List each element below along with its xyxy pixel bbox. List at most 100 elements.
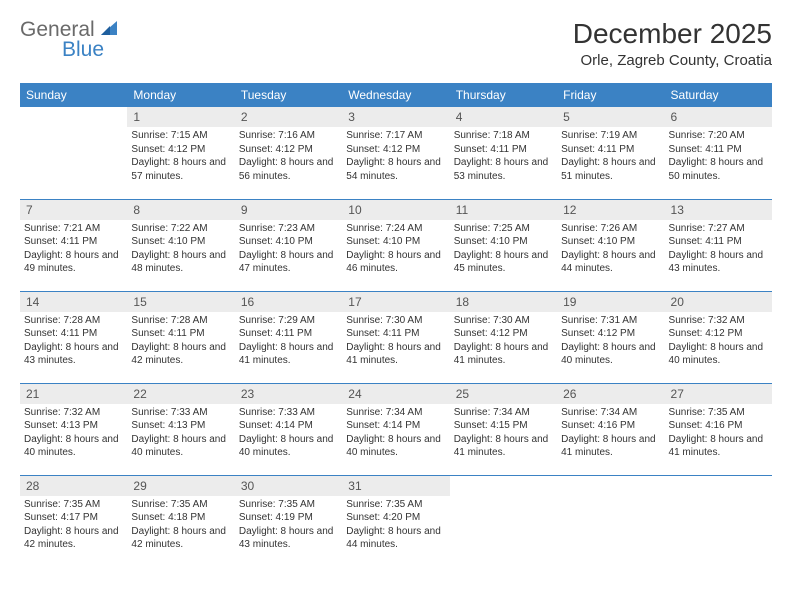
day-header: Saturday xyxy=(665,83,772,107)
day-details: Sunrise: 7:22 AM Sunset: 4:10 PM Dayligh… xyxy=(131,222,230,276)
calendar-cell: 22Sunrise: 7:33 AM Sunset: 4:13 PM Dayli… xyxy=(127,383,234,475)
day-header-row: Sunday Monday Tuesday Wednesday Thursday… xyxy=(20,83,772,107)
day-number: 2 xyxy=(235,107,342,127)
header-bar: General Blue December 2025 Orle, Zagreb … xyxy=(20,18,772,69)
calendar-cell: 4Sunrise: 7:18 AM Sunset: 4:11 PM Daylig… xyxy=(450,107,557,199)
day-details: Sunrise: 7:23 AM Sunset: 4:10 PM Dayligh… xyxy=(239,222,338,276)
day-details: Sunrise: 7:34 AM Sunset: 4:16 PM Dayligh… xyxy=(561,406,660,460)
day-details: Sunrise: 7:35 AM Sunset: 4:17 PM Dayligh… xyxy=(24,498,123,552)
logo: General Blue xyxy=(20,18,119,62)
day-number: 7 xyxy=(20,200,127,220)
calendar-cell: 10Sunrise: 7:24 AM Sunset: 4:10 PM Dayli… xyxy=(342,199,449,291)
calendar-cell: 19Sunrise: 7:31 AM Sunset: 4:12 PM Dayli… xyxy=(557,291,664,383)
calendar-cell: 26Sunrise: 7:34 AM Sunset: 4:16 PM Dayli… xyxy=(557,383,664,475)
day-number: 6 xyxy=(665,107,772,127)
day-details: Sunrise: 7:35 AM Sunset: 4:19 PM Dayligh… xyxy=(239,498,338,552)
day-details: Sunrise: 7:17 AM Sunset: 4:12 PM Dayligh… xyxy=(346,129,445,183)
calendar-row: 1Sunrise: 7:15 AM Sunset: 4:12 PM Daylig… xyxy=(20,107,772,199)
day-header: Tuesday xyxy=(235,83,342,107)
day-number: 9 xyxy=(235,200,342,220)
month-title: December 2025 xyxy=(573,18,772,50)
day-details: Sunrise: 7:34 AM Sunset: 4:15 PM Dayligh… xyxy=(454,406,553,460)
day-number: 31 xyxy=(342,476,449,496)
day-details: Sunrise: 7:30 AM Sunset: 4:12 PM Dayligh… xyxy=(454,314,553,368)
calendar-cell: 9Sunrise: 7:23 AM Sunset: 4:10 PM Daylig… xyxy=(235,199,342,291)
calendar-row: 21Sunrise: 7:32 AM Sunset: 4:13 PM Dayli… xyxy=(20,383,772,475)
day-header: Wednesday xyxy=(342,83,449,107)
calendar-cell: 29Sunrise: 7:35 AM Sunset: 4:18 PM Dayli… xyxy=(127,475,234,567)
day-number: 21 xyxy=(20,384,127,404)
calendar-row: 7Sunrise: 7:21 AM Sunset: 4:11 PM Daylig… xyxy=(20,199,772,291)
day-details: Sunrise: 7:28 AM Sunset: 4:11 PM Dayligh… xyxy=(131,314,230,368)
day-number: 17 xyxy=(342,292,449,312)
day-number: 30 xyxy=(235,476,342,496)
logo-word2: Blue xyxy=(62,38,119,62)
day-details: Sunrise: 7:33 AM Sunset: 4:13 PM Dayligh… xyxy=(131,406,230,460)
calendar-cell: 1Sunrise: 7:15 AM Sunset: 4:12 PM Daylig… xyxy=(127,107,234,199)
calendar-cell: 28Sunrise: 7:35 AM Sunset: 4:17 PM Dayli… xyxy=(20,475,127,567)
calendar-cell: 30Sunrise: 7:35 AM Sunset: 4:19 PM Dayli… xyxy=(235,475,342,567)
day-details: Sunrise: 7:26 AM Sunset: 4:10 PM Dayligh… xyxy=(561,222,660,276)
day-number: 1 xyxy=(127,107,234,127)
day-header: Friday xyxy=(557,83,664,107)
day-details: Sunrise: 7:35 AM Sunset: 4:18 PM Dayligh… xyxy=(131,498,230,552)
calendar-cell xyxy=(557,475,664,567)
day-details: Sunrise: 7:19 AM Sunset: 4:11 PM Dayligh… xyxy=(561,129,660,183)
day-details: Sunrise: 7:24 AM Sunset: 4:10 PM Dayligh… xyxy=(346,222,445,276)
calendar-cell: 21Sunrise: 7:32 AM Sunset: 4:13 PM Dayli… xyxy=(20,383,127,475)
day-number: 25 xyxy=(450,384,557,404)
day-header: Sunday xyxy=(20,83,127,107)
day-details: Sunrise: 7:15 AM Sunset: 4:12 PM Dayligh… xyxy=(131,129,230,183)
day-number: 22 xyxy=(127,384,234,404)
calendar-table: Sunday Monday Tuesday Wednesday Thursday… xyxy=(20,83,772,567)
calendar-cell: 12Sunrise: 7:26 AM Sunset: 4:10 PM Dayli… xyxy=(557,199,664,291)
day-details: Sunrise: 7:18 AM Sunset: 4:11 PM Dayligh… xyxy=(454,129,553,183)
day-details: Sunrise: 7:35 AM Sunset: 4:20 PM Dayligh… xyxy=(346,498,445,552)
day-number: 10 xyxy=(342,200,449,220)
day-number: 29 xyxy=(127,476,234,496)
day-details: Sunrise: 7:16 AM Sunset: 4:12 PM Dayligh… xyxy=(239,129,338,183)
calendar-cell xyxy=(665,475,772,567)
calendar-row: 28Sunrise: 7:35 AM Sunset: 4:17 PM Dayli… xyxy=(20,475,772,567)
day-number: 27 xyxy=(665,384,772,404)
calendar-row: 14Sunrise: 7:28 AM Sunset: 4:11 PM Dayli… xyxy=(20,291,772,383)
calendar-cell xyxy=(20,107,127,199)
day-details: Sunrise: 7:32 AM Sunset: 4:12 PM Dayligh… xyxy=(669,314,768,368)
calendar-cell: 24Sunrise: 7:34 AM Sunset: 4:14 PM Dayli… xyxy=(342,383,449,475)
calendar-cell: 20Sunrise: 7:32 AM Sunset: 4:12 PM Dayli… xyxy=(665,291,772,383)
day-number: 3 xyxy=(342,107,449,127)
calendar-cell xyxy=(450,475,557,567)
calendar-cell: 18Sunrise: 7:30 AM Sunset: 4:12 PM Dayli… xyxy=(450,291,557,383)
day-details: Sunrise: 7:35 AM Sunset: 4:16 PM Dayligh… xyxy=(669,406,768,460)
calendar-cell: 2Sunrise: 7:16 AM Sunset: 4:12 PM Daylig… xyxy=(235,107,342,199)
day-number: 24 xyxy=(342,384,449,404)
day-number: 28 xyxy=(20,476,127,496)
calendar-cell: 17Sunrise: 7:30 AM Sunset: 4:11 PM Dayli… xyxy=(342,291,449,383)
day-number: 4 xyxy=(450,107,557,127)
day-details: Sunrise: 7:25 AM Sunset: 4:10 PM Dayligh… xyxy=(454,222,553,276)
day-number: 8 xyxy=(127,200,234,220)
calendar-cell: 5Sunrise: 7:19 AM Sunset: 4:11 PM Daylig… xyxy=(557,107,664,199)
day-number: 18 xyxy=(450,292,557,312)
day-details: Sunrise: 7:29 AM Sunset: 4:11 PM Dayligh… xyxy=(239,314,338,368)
day-header: Monday xyxy=(127,83,234,107)
day-details: Sunrise: 7:34 AM Sunset: 4:14 PM Dayligh… xyxy=(346,406,445,460)
day-number: 20 xyxy=(665,292,772,312)
day-details: Sunrise: 7:31 AM Sunset: 4:12 PM Dayligh… xyxy=(561,314,660,368)
calendar-cell: 16Sunrise: 7:29 AM Sunset: 4:11 PM Dayli… xyxy=(235,291,342,383)
day-details: Sunrise: 7:21 AM Sunset: 4:11 PM Dayligh… xyxy=(24,222,123,276)
day-number: 12 xyxy=(557,200,664,220)
day-number: 23 xyxy=(235,384,342,404)
day-number: 14 xyxy=(20,292,127,312)
calendar-cell: 7Sunrise: 7:21 AM Sunset: 4:11 PM Daylig… xyxy=(20,199,127,291)
day-details: Sunrise: 7:27 AM Sunset: 4:11 PM Dayligh… xyxy=(669,222,768,276)
calendar-cell: 25Sunrise: 7:34 AM Sunset: 4:15 PM Dayli… xyxy=(450,383,557,475)
calendar-cell: 31Sunrise: 7:35 AM Sunset: 4:20 PM Dayli… xyxy=(342,475,449,567)
location-text: Orle, Zagreb County, Croatia xyxy=(573,52,772,69)
calendar-cell: 8Sunrise: 7:22 AM Sunset: 4:10 PM Daylig… xyxy=(127,199,234,291)
day-number: 16 xyxy=(235,292,342,312)
day-number: 11 xyxy=(450,200,557,220)
calendar-cell: 23Sunrise: 7:33 AM Sunset: 4:14 PM Dayli… xyxy=(235,383,342,475)
calendar-cell: 14Sunrise: 7:28 AM Sunset: 4:11 PM Dayli… xyxy=(20,291,127,383)
day-details: Sunrise: 7:20 AM Sunset: 4:11 PM Dayligh… xyxy=(669,129,768,183)
